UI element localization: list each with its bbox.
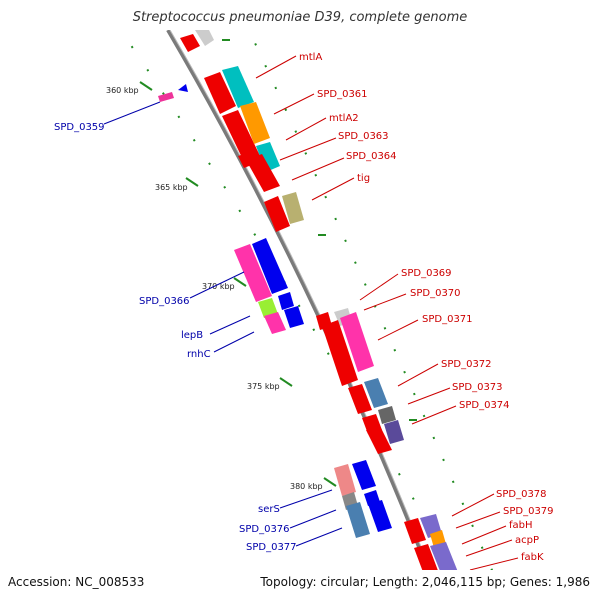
tick-label-380: 380 kbp <box>290 482 323 491</box>
gene-feature[interactable] <box>340 312 374 372</box>
tick-label-375: 375 kbp <box>247 382 280 391</box>
gene-label-tig[interactable]: tig <box>357 173 370 184</box>
gene-feature[interactable] <box>278 292 294 310</box>
gene-feature[interactable] <box>256 142 280 172</box>
gene-label-fabH[interactable]: fabH <box>509 520 533 531</box>
gene-feature[interactable] <box>234 244 272 302</box>
gene-feature[interactable] <box>158 92 174 102</box>
gene-label-rnhC[interactable]: rnhC <box>187 349 211 360</box>
gene-label-SPD_0363[interactable]: SPD_0363 <box>338 131 389 142</box>
accession-label: Accession: NC_008533 <box>8 575 145 589</box>
gene-label-SPD_0369[interactable]: SPD_0369 <box>401 268 452 279</box>
gene-feature[interactable] <box>195 28 214 46</box>
gene-label-SPD_0377[interactable]: SPD_0377 <box>246 542 297 553</box>
map-title: Streptococcus pneumoniae D39, complete g… <box>132 10 468 25</box>
gene-label-fabK[interactable]: fabK <box>521 552 544 563</box>
gene-feature[interactable] <box>414 544 440 580</box>
tick-mark <box>323 477 337 487</box>
tick-label-360: 360 kbp <box>106 86 139 95</box>
gene-label-SPD_0373[interactable]: SPD_0373 <box>452 382 503 393</box>
forward-genes <box>180 28 458 580</box>
gene-feature[interactable] <box>430 542 458 576</box>
gene-feature[interactable] <box>364 378 388 408</box>
gene-label-mtlA2[interactable]: mtlA2 <box>329 113 359 124</box>
topology-label: Topology: circular; Length: 2,046,115 bp… <box>260 575 590 589</box>
gene-label-SPD_0376[interactable]: SPD_0376 <box>239 524 290 535</box>
gene-feature[interactable] <box>246 154 280 192</box>
tick-mark <box>185 177 199 187</box>
gene-feature[interactable] <box>264 312 286 334</box>
gene-feature[interactable] <box>404 518 426 544</box>
gene-feature[interactable] <box>368 500 392 532</box>
tick-mark <box>139 81 153 91</box>
tick-mark <box>233 277 247 287</box>
gene-feature[interactable] <box>284 306 304 328</box>
gene-label-SPD_0371[interactable]: SPD_0371 <box>422 314 473 325</box>
gene-label-SPD_0374[interactable]: SPD_0374 <box>459 400 510 411</box>
gene-feature[interactable] <box>222 110 262 166</box>
tick-label-370: 370 kbp <box>202 282 235 291</box>
gene-feature[interactable] <box>240 102 270 144</box>
gene-feature[interactable] <box>180 34 200 52</box>
gene-label-SPD_0359[interactable]: SPD_0359 <box>54 122 105 133</box>
gene-label-serS[interactable]: serS <box>258 504 280 515</box>
gene-feature[interactable] <box>252 238 288 294</box>
gene-feature[interactable] <box>258 298 278 318</box>
gene-feature[interactable] <box>178 84 188 92</box>
tick-mark <box>279 377 293 387</box>
gene-feature[interactable] <box>352 460 376 490</box>
gene-label-SPD_0370[interactable]: SPD_0370 <box>410 288 461 299</box>
gene-feature[interactable] <box>282 192 304 224</box>
gene-feature[interactable] <box>366 426 392 454</box>
gene-feature[interactable] <box>322 320 358 386</box>
gene-feature[interactable] <box>222 66 254 108</box>
gene-feature[interactable] <box>334 464 356 496</box>
gene-label-acpP[interactable]: acpP <box>515 535 539 546</box>
tick-label-365: 365 kbp <box>155 183 188 192</box>
genome-backbone <box>166 30 431 570</box>
genome-backbone-highlight <box>169 30 431 570</box>
gene-feature[interactable] <box>204 72 236 114</box>
gene-label-SPD_0378[interactable]: SPD_0378 <box>496 489 547 500</box>
gene-feature[interactable] <box>378 406 396 424</box>
gene-label-SPD_0364[interactable]: SPD_0364 <box>346 151 397 162</box>
reverse-genes <box>158 84 392 538</box>
gene-label-SPD_0366[interactable]: SPD_0366 <box>139 296 190 307</box>
gene-feature[interactable] <box>384 420 404 444</box>
gene-label-mtlA[interactable]: mtlA <box>299 52 322 63</box>
gene-label-lepB[interactable]: lepB <box>181 330 203 341</box>
gene-feature[interactable] <box>346 502 370 538</box>
gene-label-SPD_0379[interactable]: SPD_0379 <box>503 506 554 517</box>
leader-lines <box>103 55 519 570</box>
gene-label-SPD_0361[interactable]: SPD_0361 <box>317 89 368 100</box>
gene-feature[interactable] <box>348 384 372 414</box>
gene-label-SPD_0372[interactable]: SPD_0372 <box>441 359 492 370</box>
gene-feature[interactable] <box>264 196 290 232</box>
